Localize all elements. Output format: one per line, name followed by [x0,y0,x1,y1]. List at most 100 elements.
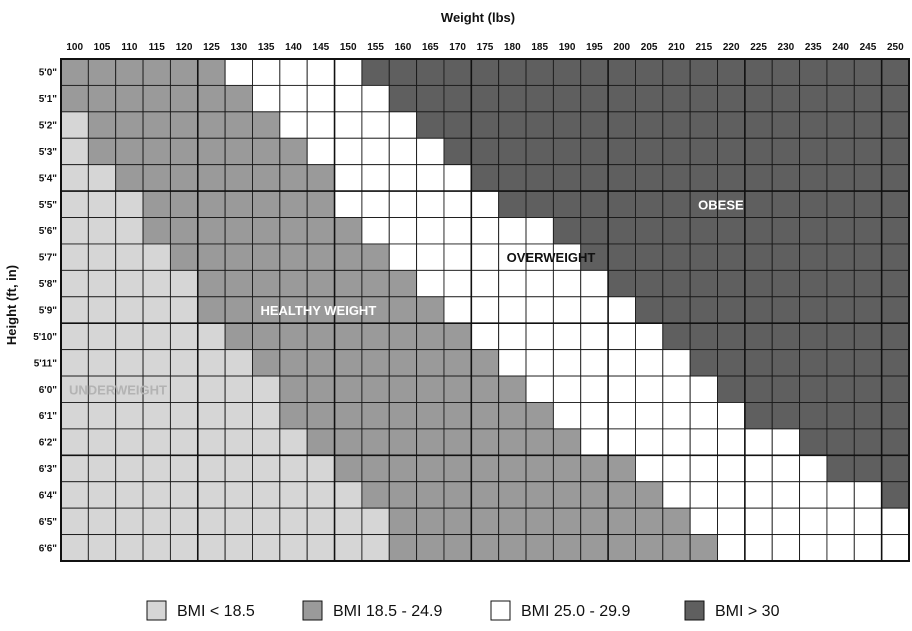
heatmap-cell [142,84,171,113]
heatmap-cell [881,243,910,271]
heatmap-cell [169,428,199,456]
legend: BMI < 18.5 BMI 18.5 - 24.9 BMI 25.0 - 29.9… [146,600,780,621]
heatmap-cell [115,243,144,271]
y-tick-label: 6'4" [39,490,58,501]
heatmap-cell [361,58,390,86]
heatmap-cell [115,84,144,113]
heatmap-cell [498,269,527,298]
heatmap-cell [361,534,390,562]
heatmap-cell [771,243,801,271]
heatmap-cell [334,428,363,456]
heatmap-cell [525,58,554,86]
heatmap-cell [142,137,171,166]
heatmap-cell [881,137,910,166]
heatmap-cell [443,58,472,86]
heatmap-cell [470,428,500,456]
heatmap-cell [60,243,89,271]
y-tick-label: 6'2" [39,438,58,449]
heatmap-cell [334,58,363,86]
legend-label: BMI 18.5 - 24.9 [333,603,442,620]
heatmap-cell [552,84,582,113]
heatmap-cell [388,58,418,86]
heatmap-cell [334,190,363,218]
heatmap-cell [498,349,527,377]
heatmap-cell [580,454,609,483]
heatmap-cell [771,137,801,166]
heatmap-cell [771,58,801,86]
heatmap-cell [416,507,445,536]
y-tick-label: 5'2" [39,121,58,132]
heatmap-cell [580,243,609,271]
heatmap-cell [142,322,171,351]
heatmap-cell [689,322,718,351]
heatmap-cell [552,137,582,166]
heatmap-cell [853,84,883,113]
heatmap-cell [306,375,335,403]
heatmap-cell [552,296,582,324]
heatmap-cell [470,164,500,192]
heatmap-cell [853,507,883,536]
heatmap-cell [197,507,226,536]
heatmap-cell [115,349,144,377]
heatmap-cell [334,454,363,483]
heatmap-cell [744,217,773,245]
legend-item: BMI < 18.5 [146,600,255,621]
heatmap-cell [252,137,281,166]
heatmap-cell [498,322,527,351]
heatmap-cell [689,111,718,139]
heatmap-cell [744,84,773,113]
heatmap-cells [60,58,910,562]
heatmap-cell [607,164,636,192]
heatmap-cell [881,507,910,536]
heatmap-cell [169,375,199,403]
heatmap-cell [853,322,883,351]
heatmap-cell [607,137,636,166]
heatmap-cell [197,58,226,86]
heatmap-cell [607,296,636,324]
heatmap-cell [169,190,199,218]
heatmap-cell [306,58,335,86]
heatmap-cell [498,137,527,166]
heatmap-cell [881,58,910,86]
heatmap-cell [662,349,691,377]
heatmap-cell [717,217,746,245]
heatmap-cell [197,296,226,324]
heatmap-cell [689,164,718,192]
heatmap-cell [498,375,527,403]
x-tick-label: 115 [149,42,166,53]
heatmap-cell [279,190,308,218]
heatmap-cell [224,481,253,509]
heatmap-cell [525,534,554,562]
heatmap-cell [416,58,445,86]
heatmap-cell [115,190,144,218]
heatmap-cell [416,322,445,351]
heatmap-cell [771,534,801,562]
heatmap-cell [607,481,636,509]
heatmap-cell [252,402,281,430]
heatmap-cell [799,507,828,536]
heatmap-cell [470,217,500,245]
heatmap-cell [334,137,363,166]
heatmap-cell [580,428,609,456]
heatmap-cell [580,217,609,245]
heatmap-cell [197,454,226,483]
heatmap-cell [60,349,89,377]
heatmap-cell [306,454,335,483]
heatmap-cell [334,217,363,245]
heatmap-cell [142,243,171,271]
heatmap-cell [470,58,500,86]
heatmap-cell [115,481,144,509]
heatmap-cell [552,454,582,483]
legend-swatch [490,600,511,621]
heatmap-cell [498,190,527,218]
heatmap-cell [224,84,253,113]
heatmap-cell [252,322,281,351]
y-tick-label: 5'6" [39,226,58,237]
heatmap-cell [744,164,773,192]
heatmap-cell [799,243,828,271]
heatmap-cell [689,84,718,113]
x-tick-label: 145 [313,42,330,53]
heatmap-cell [580,269,609,298]
heatmap-cell [60,296,89,324]
heatmap-cell [744,269,773,298]
